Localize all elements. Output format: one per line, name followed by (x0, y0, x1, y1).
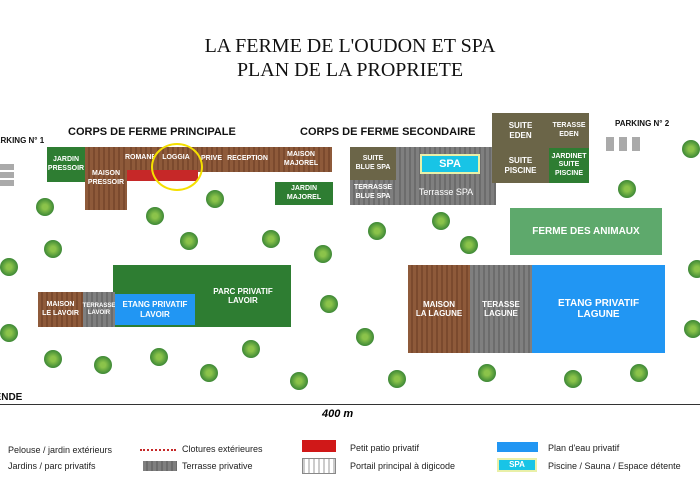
tree (242, 340, 260, 358)
garden: JARDIN MAJOREL (275, 182, 333, 205)
parking-label: PARKING N° 2 (615, 119, 670, 128)
building: ROMANE (125, 147, 156, 170)
legend-label: Portail principal à digicode (350, 461, 456, 471)
tree (146, 207, 164, 225)
tree (688, 260, 700, 278)
tree (44, 240, 62, 258)
scale-label: 400 m (322, 408, 354, 420)
section-label: CORPS DE FERME PRINCIPALE (68, 126, 236, 138)
scale-line (0, 404, 700, 405)
tree (682, 140, 700, 158)
building: RECEPTION (225, 147, 270, 172)
garden: JARDIN PRESSOIR (47, 147, 85, 182)
tree (478, 364, 496, 382)
tree (206, 190, 224, 208)
building: MAISON LE LAVOIR (38, 292, 83, 327)
tree (180, 232, 198, 250)
tree (630, 364, 648, 382)
pond: ETANG PRIVATIF LAGUNE (532, 265, 665, 353)
garden: JARDINET SUITE PISCINE (549, 148, 589, 183)
animal-farm: FERME DES ANIMAUX (510, 208, 662, 255)
parking-stall (606, 137, 614, 151)
building: MAISON MAJOREL (270, 147, 332, 172)
terrace: TERRASSE LAVOIR (83, 292, 115, 327)
legend-label: Pelouse / jardin extérieurs (8, 445, 113, 455)
tree (368, 222, 386, 240)
legend-spa: SPA (497, 458, 537, 472)
pond: ETANG PRIVATIF LAVOIR (115, 294, 195, 325)
parking-stall (0, 172, 14, 178)
tree (684, 320, 700, 338)
parking-stall (632, 137, 640, 151)
legend-label: Plan d'eau privatif (548, 443, 620, 453)
tree (356, 328, 374, 346)
tree (460, 236, 478, 254)
building: SUITE EDEN (492, 113, 549, 148)
highlight-circle (151, 143, 203, 191)
parking-stall (619, 137, 627, 151)
legend-fence (140, 449, 176, 451)
legend-label: Petit patio privatif (350, 443, 420, 453)
spa: SPA (420, 154, 480, 174)
tree (36, 198, 54, 216)
building: MAISON LA LAGUNE (408, 265, 470, 353)
building: MAISON PRESSOIR (85, 147, 127, 210)
title: LA FERME DE L'OUDON ET SPA (204, 35, 496, 57)
legend-label: Clotures extérieures (182, 444, 263, 454)
section-label: CORPS DE FERME SECONDAIRE (300, 126, 476, 138)
tree (150, 348, 168, 366)
tree (0, 324, 18, 342)
subtitle: PLAN DE LA PROPRIETE (236, 59, 464, 81)
tree (314, 245, 332, 263)
tree (0, 258, 18, 276)
legend-label: Jardins / parc privatifs (8, 461, 96, 471)
legend-title: LEGENDE (0, 392, 23, 403)
tree (618, 180, 636, 198)
tree (290, 372, 308, 390)
terrace: Terrasse SPA (396, 180, 496, 205)
terrace: TERASSE EDEN (549, 113, 589, 148)
tree (200, 364, 218, 382)
legend-swatch (143, 461, 177, 471)
tree (432, 212, 450, 230)
parking-label: PARKING N° 1 (0, 136, 45, 145)
terrace: TERASSE LAGUNE (470, 265, 532, 353)
building: SUITE PISCINE (492, 148, 549, 183)
legend-label: Piscine / Sauna / Espace détente (548, 461, 681, 471)
terrace: TERRASSE BLUE SPA (350, 180, 396, 205)
legend-gate (302, 458, 336, 474)
parking-stall (0, 164, 14, 170)
legend-swatch (497, 442, 538, 452)
building: SUITE BLUE SPA (350, 147, 396, 180)
tree (94, 356, 112, 374)
legend-label: Terrasse privative (182, 461, 253, 471)
tree (262, 230, 280, 248)
tree (44, 350, 62, 368)
tree (564, 370, 582, 388)
tree (320, 295, 338, 313)
legend-swatch (302, 440, 336, 452)
parking-stall (0, 180, 14, 186)
tree (388, 370, 406, 388)
